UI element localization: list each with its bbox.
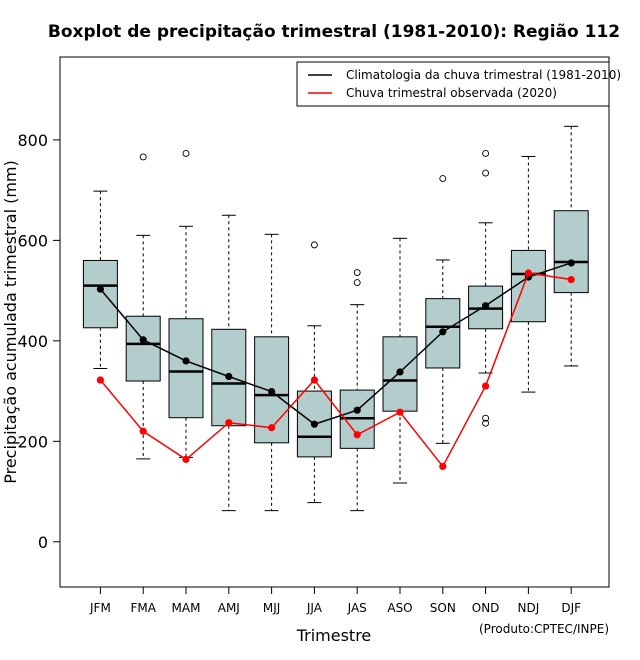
x-tick-label: NDJ: [518, 601, 540, 615]
x-tick-label: MJJ: [263, 601, 280, 615]
x-tick-label: JJA: [306, 601, 323, 615]
climatology-point: [182, 357, 190, 365]
x-tick-label: SON: [430, 601, 456, 615]
climatology-point: [439, 328, 447, 336]
x-tick-label: MAM: [172, 601, 201, 615]
product-credit: (Produto:CPTEC/INPE): [479, 622, 609, 636]
x-tick-label: FMA: [130, 601, 156, 615]
outlier-point: [482, 150, 490, 157]
observed-point: [353, 431, 361, 439]
climatology-line: [99, 262, 572, 426]
observed-point: [482, 382, 490, 390]
observed-point: [310, 376, 318, 384]
y-tick-label: 0: [38, 533, 48, 552]
x-tick-label: OND: [472, 601, 500, 615]
outlier-point: [353, 279, 361, 287]
observed-point: [225, 419, 233, 427]
x-tick-label: DJF: [561, 601, 581, 615]
y-tick-label: 200: [17, 432, 48, 451]
outlier-point: [482, 419, 490, 427]
observed-point: [439, 462, 447, 471]
outlier-point: [482, 169, 490, 177]
outlier-point: [139, 153, 147, 161]
outlier-point: [439, 175, 447, 183]
y-tick-label: 400: [17, 332, 48, 351]
climatology-point: [353, 406, 361, 414]
box-iqr: [510, 249, 546, 323]
climatology-point: [482, 302, 490, 310]
x-tick-label: JFM: [89, 601, 111, 615]
box-iqr: [82, 259, 118, 329]
climatology-point: [268, 387, 276, 396]
climatology-point: [310, 420, 318, 428]
climatology-point: [139, 336, 147, 344]
y-axis-label: Precipitação acumulada trimestral (mm): [1, 160, 20, 484]
observed-point: [139, 427, 147, 435]
observed-point: [524, 269, 533, 277]
outlier-point: [182, 150, 190, 157]
x-tick-label: JAS: [347, 601, 367, 615]
plot-area: 0 200 400 600 800 JFM FMA MAM AMJ MJJ JJA JAS ASO SON…: [17, 56, 610, 615]
plot-frame: [59, 56, 610, 588]
legend-label-climatology: Climatologia da chuva trimestral (1981-2…: [346, 68, 621, 82]
x-tick-label: ASO: [387, 601, 412, 615]
outlier-point: [353, 269, 361, 276]
climatology-point: [96, 285, 104, 293]
observed-line: [99, 272, 572, 468]
observed-point: [567, 275, 575, 284]
climatology-point: [225, 372, 233, 381]
y-tick-label: 800: [17, 131, 48, 150]
x-tick-label: AMJ: [218, 601, 240, 615]
y-tick-label: 600: [17, 231, 48, 250]
outlier-point: [482, 414, 490, 422]
x-axis-label: Trimestre: [296, 626, 372, 645]
legend: Climatologia da chuva trimestral (1981-2…: [296, 61, 621, 107]
observed-point: [268, 424, 276, 432]
box-iqr: [168, 318, 204, 419]
climatology-point: [567, 259, 575, 267]
observed-point: [182, 455, 190, 463]
legend-label-observed: Chuva trimestral observada (2020): [346, 86, 557, 100]
observed-point: [96, 376, 104, 384]
chart-title: Boxplot de precipitação trimestral (1981…: [48, 22, 620, 42]
observed-point: [396, 408, 404, 416]
outlier-point: [310, 241, 318, 249]
legend-box: [296, 61, 610, 107]
climatology-point: [396, 368, 404, 376]
